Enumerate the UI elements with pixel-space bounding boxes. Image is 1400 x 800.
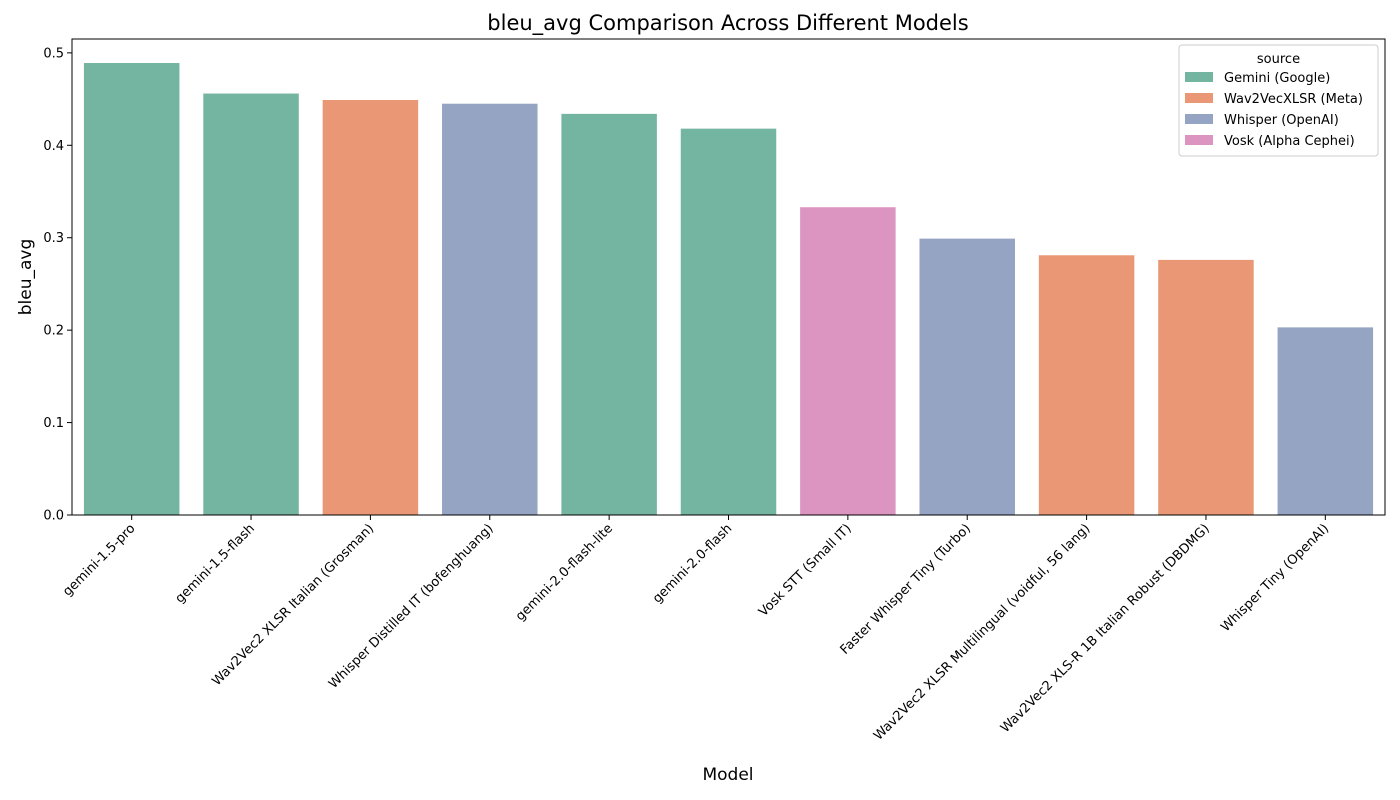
x-axis-label: Model [702,765,753,785]
x-tick-label: Wav2Vec2 XLSR Multilingual (voidful, 56 … [871,521,1093,743]
y-tick-label: 0.0 [43,509,64,524]
x-tick-label: gemini-2.0-flash [650,521,735,606]
y-tick-label: 0.1 [43,416,64,431]
bar [800,207,896,515]
plot-frame [71,38,1386,516]
legend-title: source [1257,52,1300,67]
y-tick-label: 0.4 [43,139,64,154]
bar [83,63,180,515]
x-axis: gemini-1.5-pro gemini-1.5-flash Wav2Vec2 X… [60,515,1332,744]
legend-swatch [1185,135,1213,145]
x-tick-label: gemini-1.5-pro [60,521,138,599]
bar [322,100,419,515]
legend-swatch [1185,114,1213,124]
chart-title: bleu_avg Comparison Across Different Mod… [487,11,968,36]
y-axis-label: bleu_avg [16,239,36,316]
x-tick-label: Vosk STT (Small IT) [756,521,855,620]
y-tick-label: 0.2 [43,324,64,339]
bar [1277,327,1374,515]
bar [680,128,777,516]
y-tick-label: 0.3 [43,231,64,246]
bar [442,103,538,515]
x-tick-label: Wav2Vec2 XLS-R 1B Italian Robust (DBDMG) [998,521,1213,736]
bar [203,93,299,515]
legend-entry-label: Whisper (OpenAI) [1224,113,1339,128]
legend-entry-label: Wav2VecXLSR (Meta) [1224,92,1363,107]
bar [919,238,1015,516]
bar [561,113,657,515]
bar [1158,259,1254,515]
x-tick-label: gemini-1.5-flash [173,521,258,606]
x-tick-label: gemini-2.0-flash-lite [513,521,616,624]
legend-frame [1178,44,1379,157]
bars-group [83,63,1374,516]
legend-entry-label: Vosk (Alpha Cephei) [1224,134,1355,149]
legend-swatch [1185,72,1213,82]
legend: source Gemini (Google) Wav2VecXLSR (Meta) W… [1178,44,1379,157]
x-tick-label: Whisper Tiny (OpenAI) [1218,521,1332,635]
x-tick-label: Faster Whisper Tiny (Turbo) [838,521,974,657]
y-tick-label: 0.5 [43,46,64,61]
legend-swatch [1185,93,1213,103]
bar [1038,255,1135,516]
legend-entry-label: Gemini (Google) [1224,71,1330,86]
y-axis: 0.0 0.1 0.2 0.3 0.4 0.5 [43,46,72,524]
